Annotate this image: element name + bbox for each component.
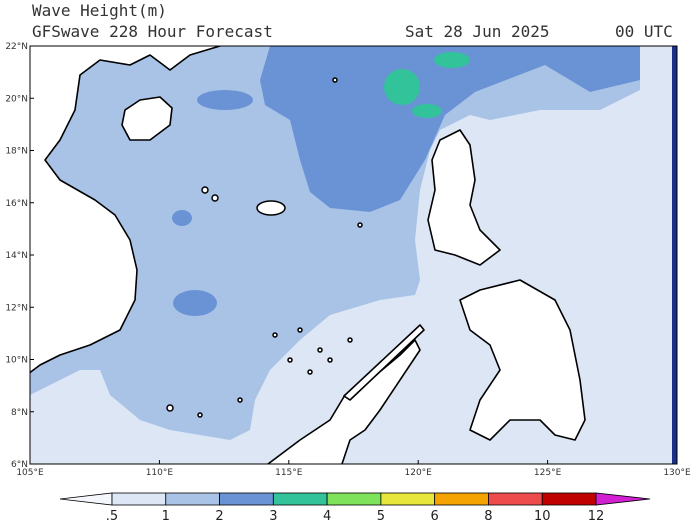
colorbar-segment xyxy=(165,492,220,506)
colorbar-segment xyxy=(219,492,274,506)
colorbar-arrow-high xyxy=(595,492,651,506)
lat-label: 22°N xyxy=(5,42,28,52)
sea-green xyxy=(412,104,442,118)
lat-label: 12°N xyxy=(5,303,28,313)
lon-label: 110°E xyxy=(146,468,174,478)
sea-mid xyxy=(30,46,640,440)
sea-dark xyxy=(173,290,217,316)
colorbar-segment xyxy=(272,492,328,506)
colorbar-label: 5 xyxy=(377,509,385,524)
colorbar-segment xyxy=(488,492,543,506)
land-mainland xyxy=(30,46,221,374)
subtitle: GFSwave 228 Hour Forecast xyxy=(32,22,273,41)
colorbar-arrow-low xyxy=(59,492,113,506)
lat-label: 20°N xyxy=(5,94,28,104)
lat-label: 6°N xyxy=(11,460,28,470)
colorbar-segment xyxy=(326,492,382,506)
land-luzon xyxy=(427,129,501,266)
colorbar-label: 1 xyxy=(162,509,170,524)
lon-label: 125°E xyxy=(534,468,562,478)
title: Wave Height(m) xyxy=(32,1,167,20)
lon-label: 105°E xyxy=(16,468,44,478)
sea-green xyxy=(384,69,420,105)
sea-dark xyxy=(197,90,253,110)
edge-strip xyxy=(672,46,677,464)
sea-dark xyxy=(260,46,640,212)
colorbar: .5 1 2 3 4 5 6 8 10 12 xyxy=(59,492,651,524)
lat-label: 14°N xyxy=(5,251,28,261)
colorbar-label: 6 xyxy=(431,509,439,524)
lat-label: 18°N xyxy=(5,147,28,157)
islands xyxy=(166,77,363,418)
colorbar-label: .5 xyxy=(106,509,118,524)
colorbar-label: 4 xyxy=(323,509,331,524)
land-palawan xyxy=(343,324,425,401)
lat-label: 8°N xyxy=(11,408,28,418)
colorbar-segment xyxy=(541,492,597,506)
colorbar-label: 2 xyxy=(215,509,223,524)
time: 00 UTC xyxy=(615,22,673,41)
land-borneo xyxy=(266,339,421,464)
colorbar-segment xyxy=(434,492,489,506)
colorbar-segment xyxy=(111,492,167,506)
colorbar-segment xyxy=(380,492,436,506)
lon-label: 115°E xyxy=(275,468,303,478)
date: Sat 28 Jun 2025 xyxy=(405,22,550,41)
land-mindanao xyxy=(459,279,586,441)
land-hainan xyxy=(121,96,173,141)
colorbar-label: 3 xyxy=(269,509,277,524)
lat-label: 10°N xyxy=(5,356,28,366)
colorbar-label: 8 xyxy=(484,509,492,524)
colorbar-label: 12 xyxy=(588,509,605,524)
sea-dark xyxy=(172,210,192,226)
lon-label: 120°E xyxy=(405,468,433,478)
colorbar-label: 10 xyxy=(534,509,551,524)
lon-label: 130°E xyxy=(663,468,691,478)
sea-green xyxy=(434,52,470,68)
lat-label: 16°N xyxy=(5,199,28,209)
